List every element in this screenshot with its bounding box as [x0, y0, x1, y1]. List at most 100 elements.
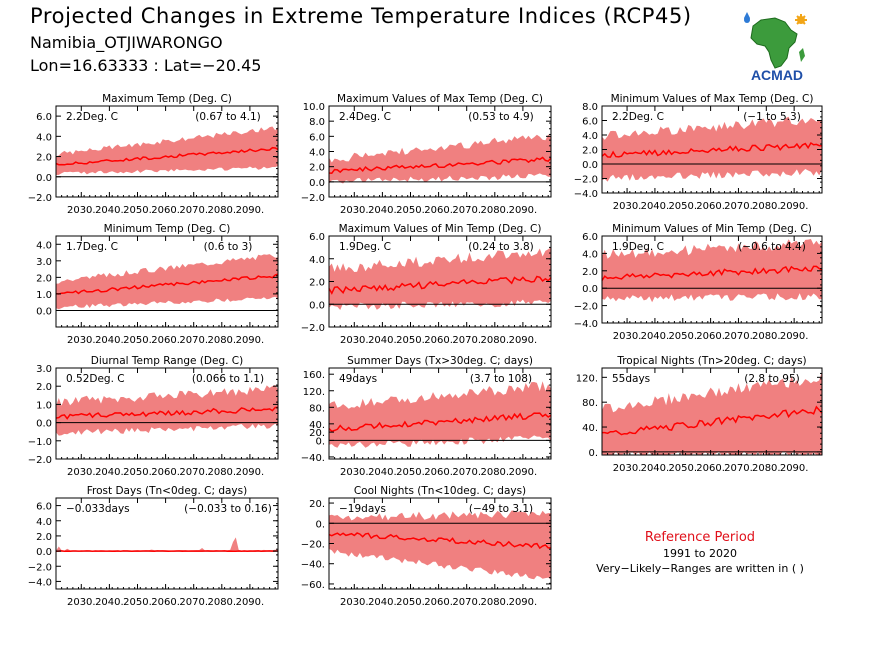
very-likely-range-band	[56, 537, 278, 552]
x-tick-label: 2030.	[340, 597, 369, 608]
y-tick-label: 2.0	[582, 146, 598, 157]
x-tick-label: 2050.	[668, 331, 697, 342]
panel-3: 2030. 2040. 2050. 2060. 2070. 2080. 2090. −4.0 −…	[574, 93, 823, 212]
x-tick-label: 2070.	[179, 597, 208, 608]
y-tick-label: −4.0	[574, 319, 598, 330]
panel-title: Minimum Temp (Deg. C)	[104, 223, 231, 235]
x-tick-label: 2060.	[424, 335, 453, 346]
x-tick-label: 2050.	[396, 205, 425, 216]
x-tick-label: 2040.	[95, 597, 124, 608]
y-tick-label: −2.0	[301, 323, 325, 334]
x-tick-label: 2080.	[752, 463, 781, 474]
panel-9: 2030. 2040. 2050. 2060. 2070. 2080. 2090. 0. 40.…	[576, 355, 823, 474]
median-series-line	[55, 146, 279, 166]
panel-likely-range: (−0.6 to 4.4)	[738, 241, 806, 253]
y-tick-label: −40.	[301, 560, 325, 571]
y-tick-label: 4.0	[36, 240, 52, 251]
x-tick-label: 2040.	[368, 335, 397, 346]
x-tick-label: 2040.	[641, 331, 670, 342]
y-tick-label: 2.0	[582, 267, 598, 278]
y-tick-label: 80.	[582, 398, 598, 409]
median-series-line	[328, 275, 552, 295]
logo-text: ACMAD	[751, 67, 803, 83]
panel-2: 2030. 2040. 2050. 2060. 2070. 2080. 2090. −2.0 0…	[301, 93, 552, 216]
panel-6: 2030. 2040. 2050. 2060. 2070. 2080. 2090. −4.0 −…	[574, 223, 823, 342]
y-tick-label: 0.	[315, 436, 325, 447]
x-tick-label: 2040.	[641, 201, 670, 212]
y-tick-label: 3.0	[36, 257, 52, 268]
x-tick-label: 2030.	[613, 201, 642, 212]
y-tick-label: 4.0	[582, 131, 598, 142]
y-tick-label: −60.	[301, 580, 325, 591]
panel-11: 2030. 2040. 2050. 2060. 2070. 2080. 2090. −60. −…	[301, 485, 552, 608]
x-tick-label: 2070.	[452, 467, 481, 478]
y-tick-label: −2.0	[28, 455, 52, 466]
y-tick-label: 6.0	[309, 232, 325, 243]
x-tick-label: 2080.	[207, 597, 236, 608]
x-tick-label: 2090.	[236, 335, 265, 346]
x-tick-label: 2040.	[95, 467, 124, 478]
x-tick-label: 2030.	[340, 467, 369, 478]
x-tick-label: 2060.	[151, 335, 180, 346]
y-tick-label: 20.	[309, 428, 325, 439]
y-tick-label: −40.	[301, 453, 325, 464]
y-tick-label: −4.0	[574, 189, 598, 200]
x-tick-label: 2070.	[179, 467, 208, 478]
x-tick-label: 2090.	[509, 467, 538, 478]
y-tick-label: 40.	[582, 423, 598, 434]
x-tick-label: 2080.	[207, 467, 236, 478]
x-tick-label: 2080.	[480, 335, 509, 346]
x-tick-label: 2030.	[67, 335, 96, 346]
y-tick-label: 2.0	[36, 532, 52, 543]
panel-likely-range: (3.7 to 108)	[470, 373, 532, 385]
x-tick-label: 2060.	[696, 463, 725, 474]
median-series-line	[601, 265, 823, 281]
very-likely-range-band	[602, 239, 822, 303]
x-tick-label: 2070.	[724, 201, 753, 212]
reference-note: Reference Period 1991 to 2020 Very−Likel…	[580, 530, 820, 575]
x-tick-label: 2030.	[340, 335, 369, 346]
very-likely-range-band	[602, 371, 822, 455]
panel-4: 2030. 2040. 2050. 2060. 2070. 2080. 2090. 0.0 1.…	[36, 223, 279, 346]
y-tick-label: 0.	[588, 448, 598, 459]
y-tick-label: 120.	[303, 387, 325, 398]
y-tick-label: −2.0	[574, 302, 598, 313]
x-tick-label: 2080.	[207, 205, 236, 216]
very-likely-range-band	[329, 381, 551, 448]
panel-5: 2030. 2040. 2050. 2060. 2070. 2080. 2090. −2.0 0…	[301, 223, 552, 346]
y-tick-label: 160.	[303, 370, 325, 381]
panel-change-value: 49days	[339, 373, 377, 385]
x-tick-label: 2070.	[179, 335, 208, 346]
africa-map-logo-icon: ACMAD	[744, 12, 807, 83]
y-tick-label: 4.0	[309, 148, 325, 159]
panel-change-value: 1.9Deg. C	[612, 241, 664, 253]
y-tick-label: 0.0	[36, 173, 52, 184]
y-tick-label: −2.0	[574, 175, 598, 186]
panel-title: Summer Days (Tx>30deg. C; days)	[347, 355, 533, 367]
panel-change-value: −19days	[339, 503, 386, 515]
x-tick-label: 2060.	[424, 467, 453, 478]
median-series-line	[328, 412, 552, 433]
y-tick-label: 2.0	[309, 278, 325, 289]
very-likely-range-band	[329, 510, 551, 580]
y-tick-label: 40.	[309, 420, 325, 431]
x-tick-label: 2090.	[780, 201, 809, 212]
panel-change-value: 1.7Deg. C	[66, 241, 118, 253]
x-tick-label: 2090.	[780, 463, 809, 474]
x-tick-label: 2060.	[696, 201, 725, 212]
x-tick-label: 2090.	[780, 331, 809, 342]
y-tick-label: 8.0	[582, 102, 598, 113]
very-likely-range-band	[56, 254, 278, 310]
x-tick-label: 2070.	[724, 463, 753, 474]
y-tick-label: −4.0	[28, 577, 52, 588]
median-series-line	[328, 156, 552, 174]
panel-likely-range: (0.6 to 3)	[204, 241, 253, 253]
y-tick-label: 6.0	[36, 502, 52, 513]
x-tick-label: 2030.	[67, 467, 96, 478]
y-tick-label: 0.0	[36, 419, 52, 430]
panel-title: Maximum Temp (Deg. C)	[102, 93, 232, 105]
median-series-line	[328, 532, 551, 550]
reference-period-years: 1991 to 2020	[662, 547, 738, 560]
y-tick-label: 0.0	[582, 160, 598, 171]
